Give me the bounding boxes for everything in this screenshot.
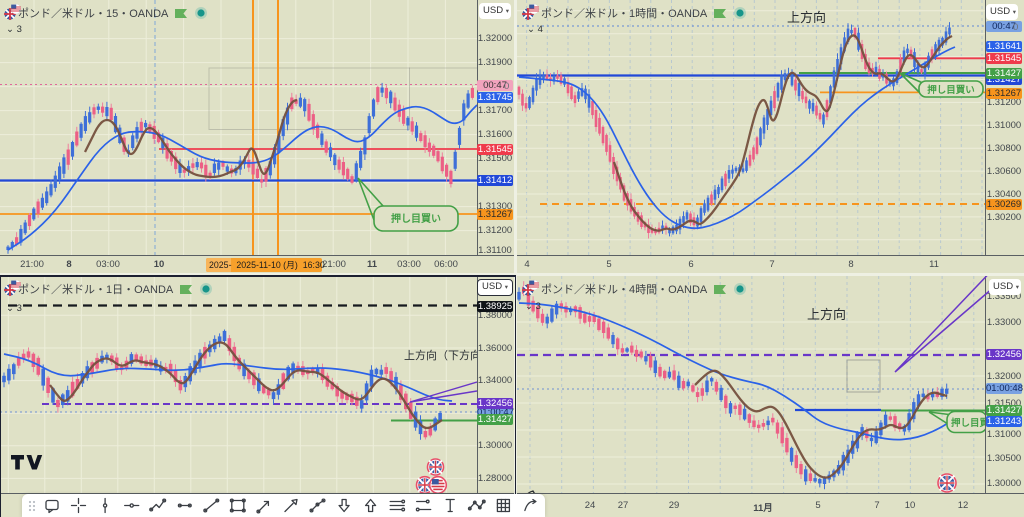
svg-text:押し目買い: 押し目買い <box>927 84 975 96</box>
svg-text:押し目買: 押し目買 <box>951 417 985 429</box>
svg-text:押し目買い: 押し目買い <box>391 212 441 225</box>
